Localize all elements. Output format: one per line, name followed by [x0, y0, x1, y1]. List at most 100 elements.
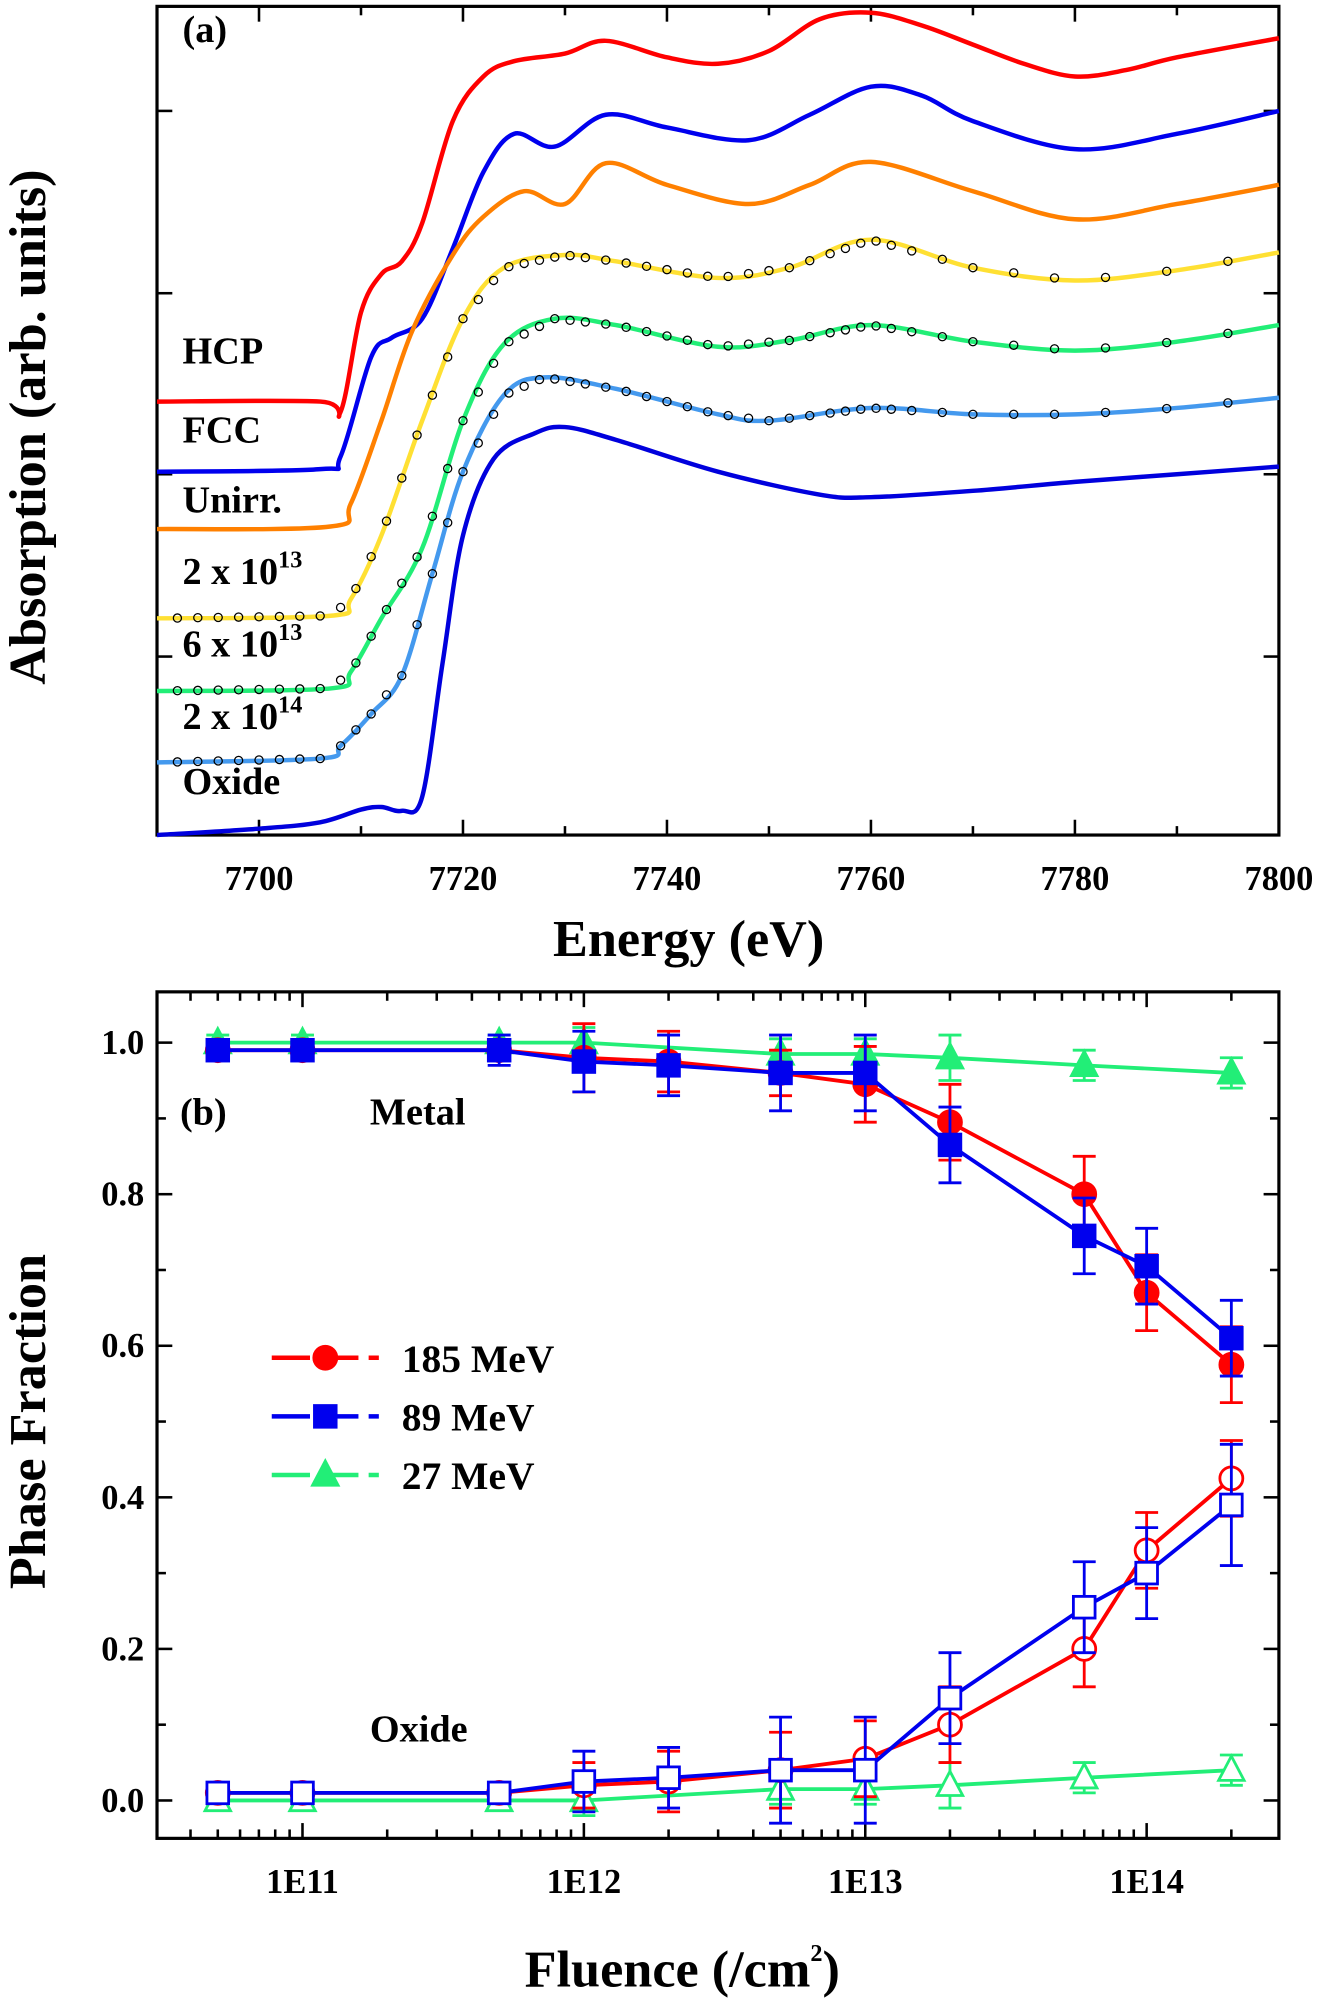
metal-point: [486, 1037, 512, 1063]
fit-marker: [335, 602, 346, 613]
fit-marker: [937, 407, 948, 418]
legend-label: 185 MeV: [402, 1337, 555, 1381]
spectrum-2x1013: [156, 237, 1280, 621]
fit-marker: [968, 336, 978, 347]
fit-marker: [565, 250, 575, 261]
fit-marker: [1100, 343, 1111, 353]
fit-marker: [565, 376, 575, 387]
fit-marker: [504, 261, 514, 272]
panel-a-ticks: 7700 7720 7740 7760 7780 7800: [155, 6, 1313, 898]
fit-marker: [1100, 407, 1111, 418]
fit-marker: [473, 438, 483, 448]
y-tick-label: 0.6: [101, 1327, 144, 1365]
fit-marker: [886, 240, 897, 251]
fit-marker: [550, 374, 560, 384]
fit-marker: [519, 381, 529, 392]
fit-marker: [366, 631, 376, 641]
fit-marker: [550, 314, 560, 324]
fit-marker: [682, 335, 693, 345]
fit-marker: [442, 517, 453, 528]
fit-marker: [488, 409, 499, 420]
fit-marker: [723, 271, 733, 282]
fit-marker: [886, 323, 897, 334]
fit-marker: [315, 683, 325, 694]
oxide-point: [290, 1780, 315, 1806]
spectrum-fcc: [156, 83, 1280, 474]
fit-marker: [601, 382, 611, 392]
fit-marker: [335, 741, 346, 751]
fit-marker: [764, 265, 774, 276]
fit-marker: [442, 463, 453, 474]
annotation-metal: Metal: [370, 1091, 466, 1133]
fit-marker: [254, 755, 264, 765]
oxide-point: [934, 1768, 966, 1797]
metal-point: [853, 1060, 878, 1086]
fit-marker: [805, 331, 815, 342]
metal-point: [1071, 1223, 1097, 1249]
fit-marker: [504, 388, 514, 398]
panel-b-xlabel: Fluence (/cm2): [525, 1940, 840, 1998]
fit-marker: [295, 611, 305, 621]
fit-marker: [703, 271, 713, 281]
metal-point: [934, 1040, 966, 1070]
curve-label: Oxide: [183, 761, 281, 803]
fit-marker: [193, 685, 203, 696]
fit-marker: [315, 753, 325, 764]
x-tick-label: 1E14: [1109, 1863, 1184, 1901]
annotation-oxide: Oxide: [370, 1708, 468, 1750]
fit-marker: [871, 236, 881, 246]
fit-marker: [381, 516, 392, 526]
fit-marker: [580, 379, 591, 389]
panel-a-label: (a): [183, 9, 228, 51]
fit-marker: [784, 413, 795, 423]
fit-marker: [412, 430, 422, 440]
fit-marker: [907, 405, 917, 416]
fit-marker: [381, 604, 392, 615]
fit-marker: [743, 413, 754, 423]
metal-point: [1069, 1048, 1100, 1077]
legend-label: 89 MeV: [402, 1395, 535, 1439]
panel-a-ylabel: Absorption (arb. units): [0, 169, 57, 684]
spectrum-hcp: [157, 10, 1280, 419]
fit-marker: [488, 275, 499, 286]
fit-marker: [458, 415, 468, 426]
fit-marker: [366, 709, 376, 719]
x-tick-label: 1E12: [547, 1863, 622, 1901]
metal-point: [571, 1049, 597, 1074]
fit-marker: [351, 658, 361, 668]
fit-marker: [519, 329, 529, 339]
fit-marker: [274, 684, 285, 694]
fit-marker: [335, 675, 346, 685]
fit-marker: [397, 578, 407, 588]
fit-marker: [172, 757, 183, 767]
series-27-mev: [202, 1025, 1247, 1818]
fit-marker: [397, 473, 407, 483]
fit-marker: [488, 358, 499, 369]
fit-marker: [172, 685, 183, 696]
y-tick-label: 0.8: [101, 1176, 144, 1214]
metal-point: [768, 1060, 793, 1086]
fit-marker: [233, 755, 244, 766]
x-tick-label: 1E13: [828, 1863, 903, 1901]
oxide-point: [656, 1765, 681, 1790]
fit-marker: [840, 406, 851, 416]
fit-marker: [412, 552, 422, 562]
x-tick-label: 7740: [633, 860, 702, 898]
fit-marker: [1009, 340, 1019, 350]
fit-marker: [1223, 256, 1233, 267]
panel-b-label: (b): [180, 1091, 227, 1133]
oxide-point: [1069, 1760, 1100, 1790]
fit-marker: [1009, 268, 1019, 278]
fit-marker: [871, 321, 881, 331]
oxide-point: [1216, 1753, 1247, 1782]
fit-marker: [784, 335, 795, 346]
curve-label: HCP: [183, 330, 264, 372]
fit-marker: [621, 386, 631, 397]
fit-marker: [534, 255, 545, 266]
fit-marker: [213, 612, 223, 623]
fit-marker: [621, 322, 631, 332]
fit-marker: [427, 390, 438, 400]
fit-marker: [1223, 328, 1233, 339]
fit-marker: [233, 612, 244, 622]
fit-marker: [1049, 273, 1060, 283]
